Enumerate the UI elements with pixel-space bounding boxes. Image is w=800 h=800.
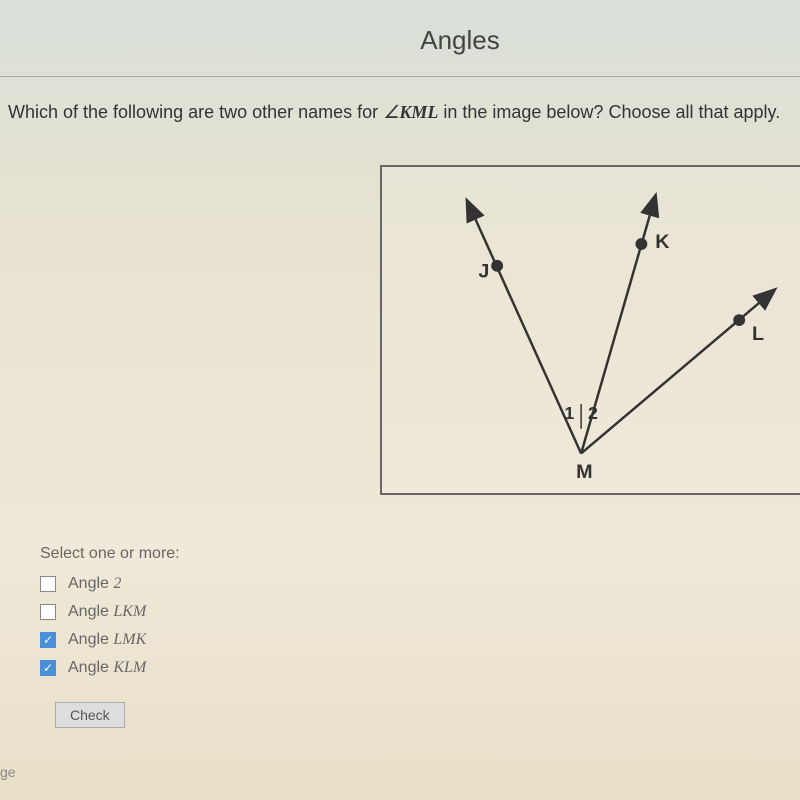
option-label: Angle LMK [68, 631, 146, 649]
label-m: M [576, 461, 592, 483]
label-angle-2: 2 [588, 403, 598, 423]
page-header: Angles [0, 0, 800, 77]
option-row[interactable]: Angle 2 [40, 575, 180, 593]
question-suffix: in the image below? Choose all that appl… [438, 102, 780, 122]
option-label: Angle KLM [68, 659, 146, 677]
angle-diagram: J K L M 1 2 [380, 165, 800, 495]
option-row[interactable]: ✓ Angle KLM [40, 659, 180, 677]
label-k: K [655, 231, 670, 253]
ray-ml [581, 290, 774, 453]
page-link[interactable]: ge [0, 764, 16, 780]
page-title: Angles [120, 25, 800, 56]
check-button[interactable]: Check [55, 702, 125, 728]
checkbox-angle-lmk[interactable]: ✓ [40, 632, 56, 648]
label-j: J [478, 261, 489, 283]
point-k-dot [635, 238, 647, 250]
checkbox-angle-2[interactable] [40, 576, 56, 592]
point-l-dot [733, 314, 745, 326]
checkbox-angle-lkm[interactable] [40, 604, 56, 620]
option-row[interactable]: ✓ Angle LMK [40, 631, 180, 649]
angle-symbol: ∠ [383, 102, 399, 122]
checkbox-angle-klm[interactable]: ✓ [40, 660, 56, 676]
option-label: Angle 2 [68, 575, 121, 593]
option-row[interactable]: Angle LKM [40, 603, 180, 621]
point-j-dot [491, 260, 503, 272]
option-label: Angle LKM [68, 603, 146, 621]
label-l: L [752, 323, 764, 345]
options-section: Select one or more: Angle 2 Angle LKM ✓ … [40, 545, 180, 728]
question-text: Which of the following are two other nam… [0, 77, 800, 123]
question-prefix: Which of the following are two other nam… [8, 102, 383, 122]
angle-name: KML [399, 102, 438, 122]
diagram-svg: J K L M 1 2 [382, 167, 800, 493]
options-header: Select one or more: [40, 545, 180, 563]
label-angle-1: 1 [564, 403, 574, 423]
